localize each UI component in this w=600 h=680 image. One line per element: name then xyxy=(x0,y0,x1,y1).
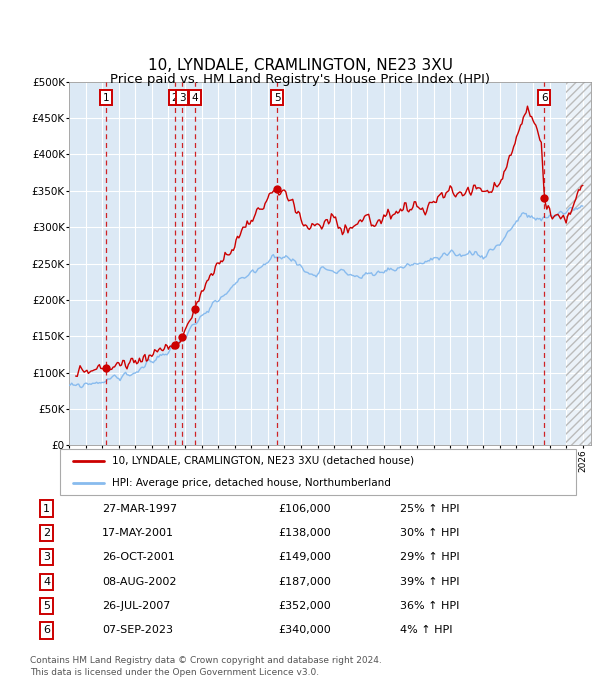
Text: 5: 5 xyxy=(43,601,50,611)
Text: 10, LYNDALE, CRAMLINGTON, NE23 3XU (detached house): 10, LYNDALE, CRAMLINGTON, NE23 3XU (deta… xyxy=(112,456,414,466)
Text: 2: 2 xyxy=(43,528,50,538)
Text: 3: 3 xyxy=(179,92,185,103)
Text: £106,000: £106,000 xyxy=(278,504,331,513)
Text: 36% ↑ HPI: 36% ↑ HPI xyxy=(400,601,459,611)
Text: 08-AUG-2002: 08-AUG-2002 xyxy=(102,577,176,587)
Text: 17-MAY-2001: 17-MAY-2001 xyxy=(102,528,174,538)
Text: 2: 2 xyxy=(172,92,178,103)
Text: Price paid vs. HM Land Registry's House Price Index (HPI): Price paid vs. HM Land Registry's House … xyxy=(110,73,490,86)
Text: 26-OCT-2001: 26-OCT-2001 xyxy=(102,552,175,562)
Text: Contains HM Land Registry data © Crown copyright and database right 2024.
This d: Contains HM Land Registry data © Crown c… xyxy=(30,656,382,677)
Text: 3: 3 xyxy=(43,552,50,562)
Text: £352,000: £352,000 xyxy=(278,601,331,611)
FancyBboxPatch shape xyxy=(60,449,576,495)
Text: 6: 6 xyxy=(43,626,50,635)
Text: 10, LYNDALE, CRAMLINGTON, NE23 3XU: 10, LYNDALE, CRAMLINGTON, NE23 3XU xyxy=(148,58,452,73)
Text: 4: 4 xyxy=(43,577,50,587)
Text: 6: 6 xyxy=(541,92,548,103)
Text: 5: 5 xyxy=(274,92,281,103)
Text: 4: 4 xyxy=(191,92,198,103)
Text: 29% ↑ HPI: 29% ↑ HPI xyxy=(400,552,460,562)
Text: 39% ↑ HPI: 39% ↑ HPI xyxy=(400,577,460,587)
Text: 30% ↑ HPI: 30% ↑ HPI xyxy=(400,528,459,538)
Text: 26-JUL-2007: 26-JUL-2007 xyxy=(102,601,170,611)
Text: HPI: Average price, detached house, Northumberland: HPI: Average price, detached house, Nort… xyxy=(112,478,391,488)
Text: 1: 1 xyxy=(103,92,109,103)
Text: 07-SEP-2023: 07-SEP-2023 xyxy=(102,626,173,635)
Text: £138,000: £138,000 xyxy=(278,528,331,538)
Text: £340,000: £340,000 xyxy=(278,626,331,635)
Text: £187,000: £187,000 xyxy=(278,577,331,587)
Bar xyxy=(566,82,591,445)
Text: 1: 1 xyxy=(43,504,50,513)
Text: 4% ↑ HPI: 4% ↑ HPI xyxy=(400,626,452,635)
Bar xyxy=(566,82,591,445)
Text: 27-MAR-1997: 27-MAR-1997 xyxy=(102,504,177,513)
Text: 25% ↑ HPI: 25% ↑ HPI xyxy=(400,504,460,513)
Text: £149,000: £149,000 xyxy=(278,552,331,562)
